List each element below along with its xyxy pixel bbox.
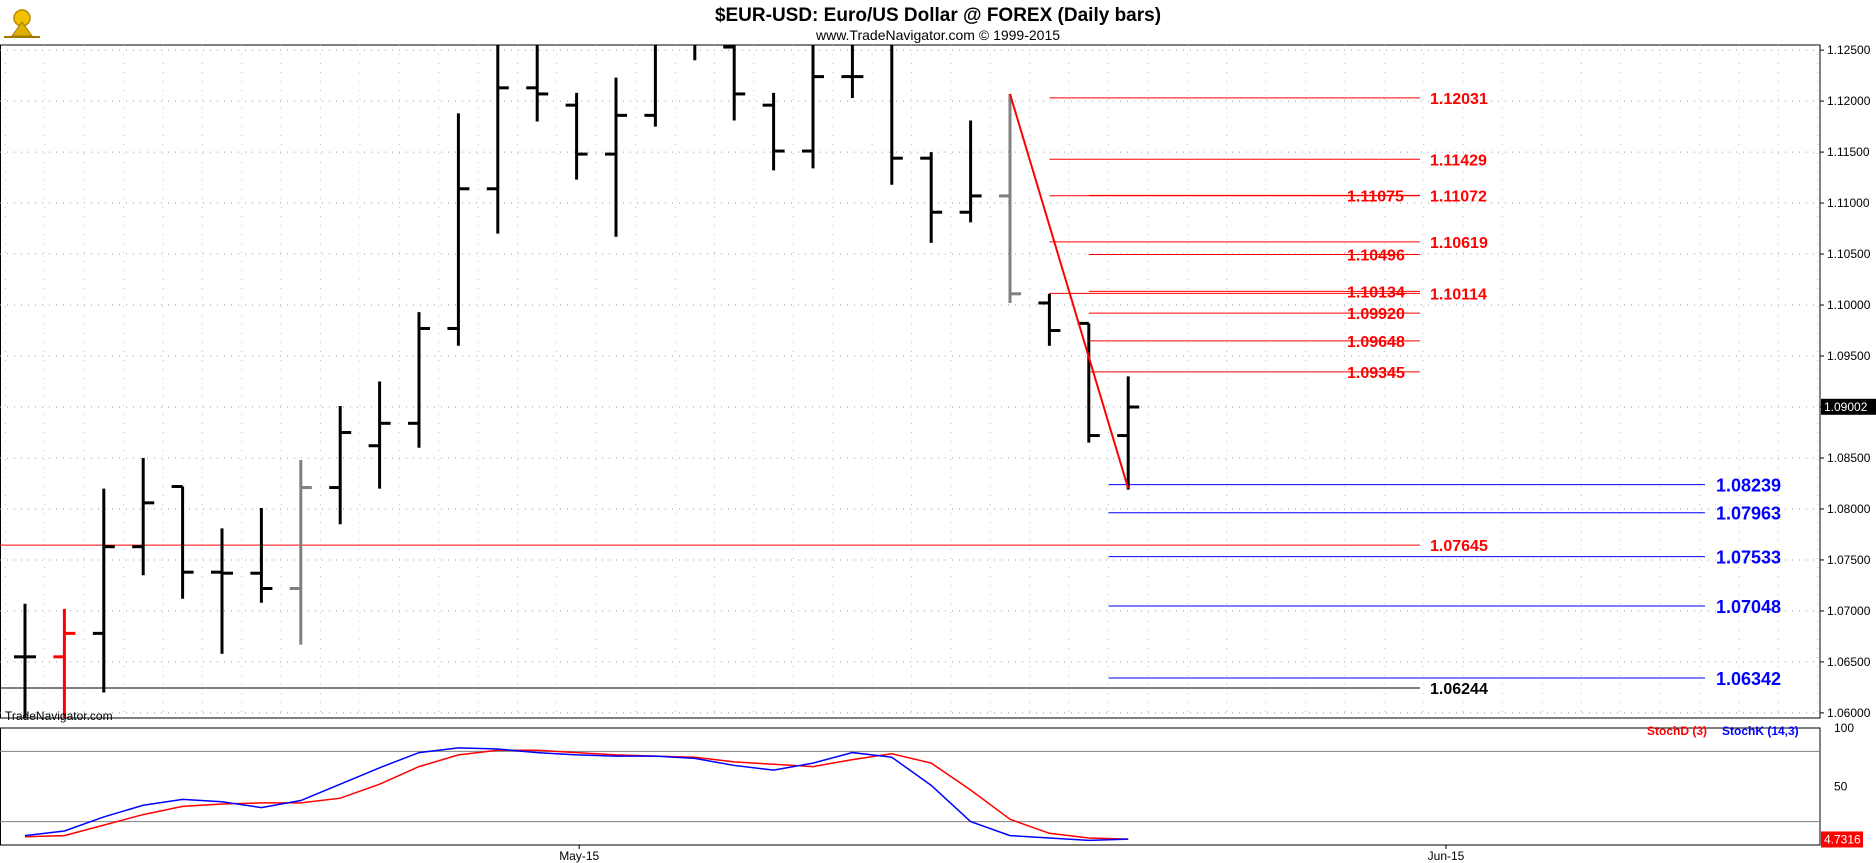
ohlc-bar	[890, 45, 903, 185]
ohlc-bar	[565, 92, 588, 180]
stochastic-lines	[24, 747, 1129, 842]
stochastic-tick-label: 50	[1834, 780, 1848, 794]
price-grid	[0, 44, 1821, 719]
fib-extension-label: 1.07533	[1716, 548, 1781, 568]
fib-retrace-label: 1.09345	[1347, 365, 1405, 382]
last-price-box	[1821, 398, 1876, 415]
ohlc-bar	[644, 45, 657, 127]
price-tick-label: 1.08000	[1827, 502, 1871, 516]
ohlc-bar	[1038, 293, 1061, 346]
fib-extension-label: 1.07048	[1716, 597, 1781, 617]
price-tick-label: 1.08500	[1827, 451, 1871, 465]
stochastic-frame	[0, 727, 1821, 846]
price-tick-label: 1.09500	[1827, 349, 1871, 363]
ohlc-bar	[289, 460, 312, 645]
stochastic-tick-label: 100	[1834, 721, 1854, 735]
watermark: TradeNavigator.com	[5, 709, 113, 723]
ohlc-bar	[92, 488, 115, 693]
ohlc-bar	[486, 45, 509, 234]
fib-extension-label: 1.08239	[1716, 476, 1781, 496]
fibonacci-levels: 1.12031 1.11429 1.11072 1.10619 1.10114 1.076…	[0, 91, 1781, 698]
fib-level-label: 1.06244	[1430, 681, 1488, 698]
ohlc-bar	[408, 312, 430, 448]
price-tick-label: 1.06500	[1827, 655, 1871, 669]
fib-retrace-label: 1.10134	[1347, 284, 1405, 301]
app-logo-icon	[4, 9, 40, 38]
price-panel-frame	[0, 44, 1821, 719]
fib-level-label: 1.07645	[1430, 538, 1488, 555]
ohlc-bar	[53, 608, 76, 718]
chart-title: $EUR-USD: Euro/US Dollar @ FOREX (Daily …	[715, 5, 1161, 26]
ohlc-bar	[723, 45, 746, 121]
ohlc-bar	[762, 92, 785, 171]
chart-subtitle: www.TradeNavigator.com © 1999-2015	[815, 27, 1060, 43]
fib-extension-label: 1.07963	[1716, 504, 1781, 524]
fib-extension-label: 1.06342	[1716, 669, 1781, 689]
fib-retrace-label: 1.11075	[1347, 188, 1404, 205]
date-tick-label: Jun-15	[1428, 849, 1465, 863]
fib-level-label: 1.10114	[1430, 286, 1487, 303]
ohlc-bar	[368, 381, 391, 489]
ohlc-bar	[605, 77, 627, 237]
price-tick-label: 1.10000	[1827, 298, 1871, 312]
ohlc-bar	[250, 507, 273, 603]
ohlc-bar	[211, 528, 233, 654]
stoch-d-line	[24, 749, 1129, 840]
date-axis: May-15 Jun-15	[559, 845, 1465, 863]
fib-level-label: 1.11429	[1430, 152, 1487, 169]
price-axis: 1.12500 1.12000 1.11500 1.11000 1.10500 1.100…	[1820, 43, 1876, 720]
price-tick-label: 1.11000	[1827, 196, 1870, 210]
price-tick-label: 1.10500	[1827, 247, 1871, 261]
fib-retrace-label: 1.10496	[1347, 247, 1405, 264]
date-tick-label: May-15	[559, 849, 599, 863]
last-price-label: 1.09002	[1824, 400, 1868, 414]
stoch-d-legend: StochD (3)	[1647, 724, 1707, 738]
price-tick-label: 1.06000	[1827, 706, 1871, 720]
ohlc-bar	[999, 93, 1021, 303]
ohlc-bar	[920, 152, 943, 243]
price-tick-label: 1.12500	[1827, 43, 1871, 57]
price-tick-label: 1.11500	[1827, 145, 1870, 159]
price-tick-label: 1.07500	[1827, 553, 1871, 567]
ohlc-bar	[959, 120, 982, 223]
swing-trendline	[1009, 93, 1130, 489]
stochastic-last-label: 4.7316	[1824, 832, 1861, 846]
ohlc-bar	[526, 45, 549, 122]
ohlc-bar	[171, 485, 194, 599]
price-tick-label: 1.07000	[1827, 604, 1871, 618]
trendline	[1009, 93, 1130, 489]
ohlc-bar	[329, 405, 352, 525]
ohlc-bar	[14, 603, 36, 718]
price-tick-label: 1.12000	[1827, 94, 1871, 108]
ohlc-bar	[447, 113, 470, 346]
ohlc-bars	[14, 45, 1140, 718]
fib-level-label: 1.11072	[1430, 189, 1487, 206]
ohlc-bar	[132, 457, 155, 576]
fib-level-label: 1.12031	[1430, 91, 1488, 108]
ohlc-bar	[841, 45, 864, 99]
ohlc-bar	[1117, 376, 1140, 490]
stoch-k-legend: StochK (14,3)	[1722, 724, 1799, 738]
fib-retrace-label: 1.09920	[1347, 306, 1405, 323]
ohlc-bar	[802, 45, 824, 169]
stoch-k-line	[24, 747, 1129, 842]
fib-retrace-label: 1.09648	[1347, 334, 1405, 351]
stochastic-grid: 100 50 4.7316	[0, 721, 1863, 848]
fib-level-label: 1.10619	[1430, 235, 1488, 252]
stochastic-last-box	[1821, 831, 1863, 848]
